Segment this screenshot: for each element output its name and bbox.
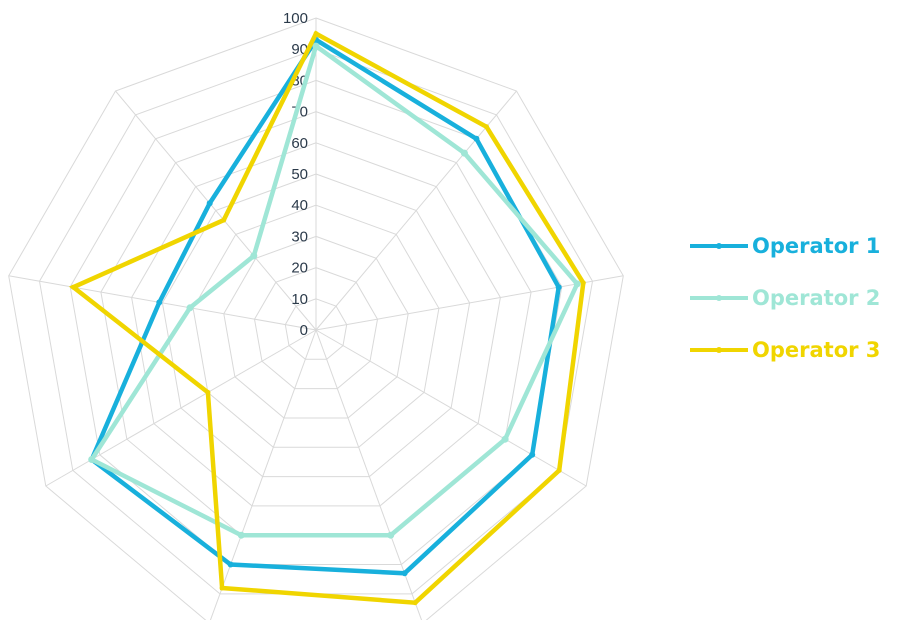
tick-label: 50 [291, 166, 308, 183]
grid-ring [192, 204, 440, 448]
grid-ring [131, 142, 501, 507]
data-point [250, 252, 258, 260]
data-point [312, 42, 320, 50]
data-point [237, 531, 245, 539]
grid-spoke [315, 329, 587, 487]
legend-item-operator-1: Operator 1 [690, 230, 880, 262]
data-point [412, 600, 418, 606]
data-point [219, 585, 225, 591]
tick-label: 30 [291, 228, 308, 245]
series-line-operator-3 [68, 30, 586, 606]
grid-spoke [315, 275, 624, 331]
data-point [387, 531, 395, 539]
data-point [70, 284, 76, 290]
grid-ring [253, 267, 379, 390]
data-point [227, 561, 234, 568]
legend-swatch-operator-1 [690, 239, 748, 253]
series-operator-3 [68, 30, 586, 606]
data-point [501, 435, 509, 443]
legend-item-operator-2: Operator 2 [690, 282, 880, 314]
grid-ring [161, 173, 471, 478]
tick-label: 10 [291, 291, 308, 308]
grid-spoke [45, 329, 317, 487]
data-point [460, 149, 468, 157]
data-point [556, 467, 562, 473]
data-point [186, 304, 194, 312]
data-point [206, 200, 213, 207]
data-point [88, 456, 96, 463]
legend-marker [716, 295, 722, 301]
grid-spoke [315, 90, 517, 331]
legend-marker [716, 347, 722, 353]
data-point [156, 299, 163, 306]
data-point [580, 280, 586, 286]
data-point [205, 389, 211, 395]
legend-swatch-operator-3 [690, 343, 748, 357]
tick-label: 60 [291, 135, 308, 152]
legend-item-operator-3: Operator 3 [690, 334, 880, 366]
data-point [573, 280, 581, 288]
data-point [484, 124, 489, 130]
radar-grid [8, 17, 624, 620]
tick-label: 0 [300, 322, 308, 339]
grid-ring [223, 235, 409, 419]
grid-spoke [8, 275, 317, 331]
tick-label: 100 [283, 10, 308, 27]
legend-swatch-operator-2 [690, 291, 748, 305]
series-layer [68, 30, 586, 606]
legend-label-operator-3: Operator 3 [752, 338, 881, 362]
tick-label: 40 [291, 197, 308, 214]
grid-spoke [315, 329, 423, 620]
data-point [221, 217, 227, 223]
legend-marker [716, 243, 722, 249]
grid-spoke [115, 90, 317, 331]
data-point [529, 451, 536, 458]
grid-spoke [209, 329, 317, 620]
data-point [473, 135, 480, 142]
grid-ring [8, 17, 624, 620]
data-point [401, 570, 408, 577]
series-line-operator-2 [88, 42, 580, 538]
tick-label: 20 [291, 260, 308, 277]
data-point [313, 31, 319, 37]
legend-label-operator-1: Operator 1 [752, 234, 881, 258]
legend: Operator 1 Operator 2 Operator 3 [690, 230, 880, 366]
legend-label-operator-2: Operator 2 [752, 286, 881, 310]
data-point [555, 284, 562, 291]
series-operator-2 [88, 42, 581, 539]
grid-ring [284, 298, 348, 360]
